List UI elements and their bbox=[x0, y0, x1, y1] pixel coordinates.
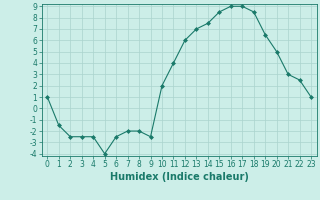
X-axis label: Humidex (Indice chaleur): Humidex (Indice chaleur) bbox=[110, 172, 249, 182]
